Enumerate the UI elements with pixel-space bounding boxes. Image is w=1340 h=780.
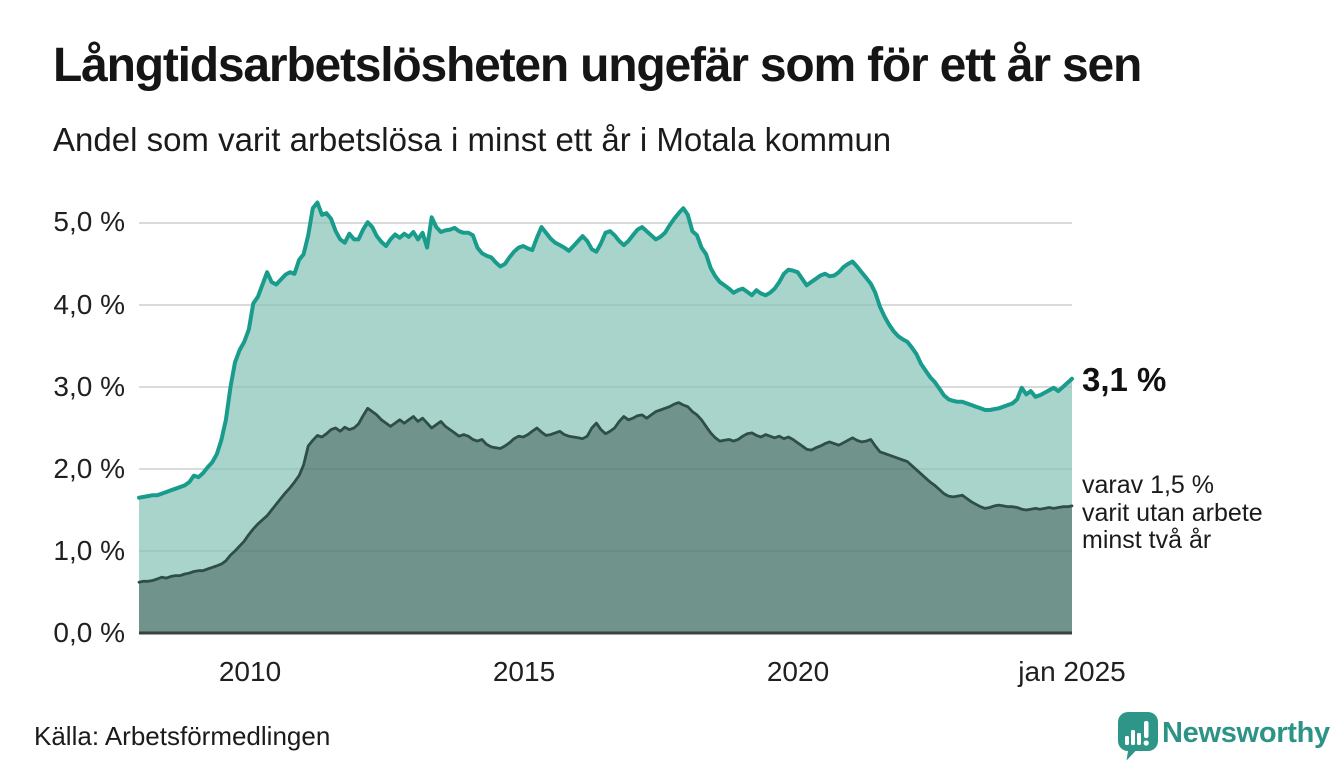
source-attribution: Källa: Arbetsförmedlingen [34,721,331,751]
y-axis-tick-label: 5,0 % [53,206,125,237]
line-two-years [137,401,1074,584]
x-axis-tick-label: jan 2025 [1018,656,1126,687]
x-axis-tick-label: 2010 [218,656,282,687]
secondary-annotation-line: varav 1,5 % [1082,471,1215,499]
newsworthy-logo-text: Newsworthy [1162,717,1330,749]
area-fill-two-years [139,402,1072,633]
newsworthy-logo: Newsworthy [1117,711,1332,763]
y-axis-tick-label: 3,0 % [53,371,125,402]
x-axis-tick-label: 2020 [766,656,830,687]
y-axis-tick-label: 4,0 % [53,289,125,320]
secondary-annotation-line: varit utan arbete [1082,498,1263,527]
y-axis-tick-label: 2,0 % [53,453,125,484]
line-total [137,200,1074,500]
page-title: Långtidsarbetslösheten ungefär som för e… [53,39,1142,92]
latest-value-annotation: 3,1 % [1082,361,1167,398]
y-axis-tick-label: 0,0 % [53,617,125,648]
newsworthy-speech-bubble-bar-chart-icon [1118,712,1158,761]
secondary-value-annotation: varav 1,5 % varit utan arbete minst två … [1082,471,1263,555]
y-axis-tick-label: 1,0 % [53,535,125,566]
page-subtitle: Andel som varit arbetslösa i minst ett å… [53,121,892,158]
secondary-annotation-line: minst två år [1082,526,1212,554]
x-axis-tick-label: 2015 [492,656,556,687]
